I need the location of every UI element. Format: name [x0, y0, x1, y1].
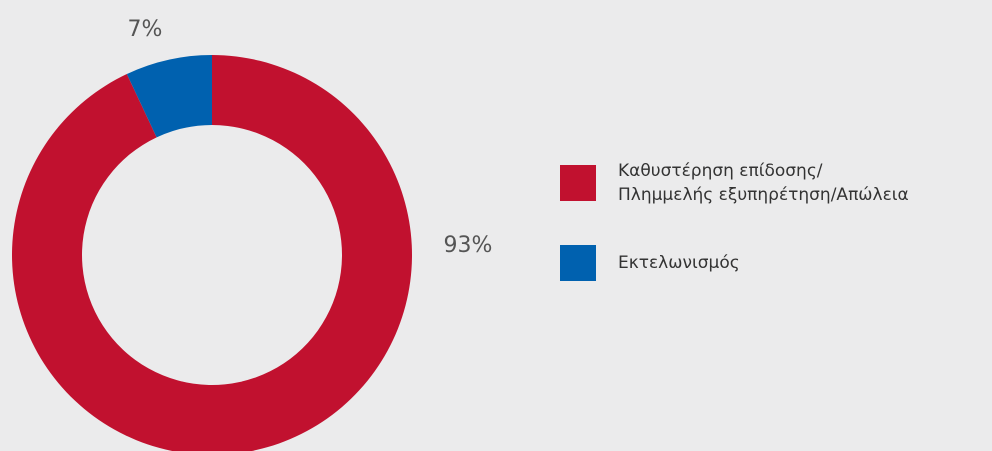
value-label: 7% — [128, 17, 163, 42]
legend-swatch — [560, 245, 596, 281]
slice — [12, 55, 412, 451]
value-label: 93% — [444, 233, 493, 258]
slice — [126, 54, 212, 138]
legend-label: Καθυστέρηση επίδοσης/ Πλημμελής εξυπηρέτ… — [618, 161, 909, 205]
legend-label: Εκτελωνισμός — [618, 253, 740, 273]
legend-swatch — [560, 165, 596, 201]
